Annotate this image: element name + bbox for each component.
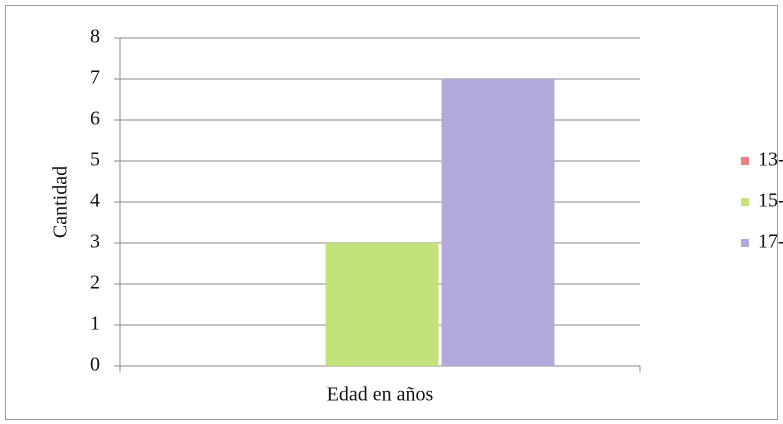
chart-border bbox=[5, 5, 778, 420]
y-tick-label: 3 bbox=[90, 231, 100, 253]
x-tick-label: Edad en años bbox=[327, 384, 434, 406]
bar bbox=[325, 243, 439, 366]
y-tick-label: 8 bbox=[90, 26, 100, 48]
y-tick-label: 4 bbox=[90, 190, 100, 212]
legend-label: 15-16 bbox=[758, 190, 783, 212]
y-tick-label: 2 bbox=[90, 272, 100, 294]
y-tick-label: 0 bbox=[90, 354, 100, 376]
bar bbox=[441, 79, 555, 366]
legend-label: 17-18 bbox=[758, 231, 783, 253]
legend-swatch bbox=[741, 198, 749, 206]
legend-swatch bbox=[741, 239, 749, 247]
y-tick-label: 7 bbox=[90, 67, 100, 89]
y-tick-label: 1 bbox=[90, 313, 100, 335]
y-axis-label: Cantidad bbox=[50, 166, 72, 238]
legend-label: 13-14 bbox=[758, 149, 783, 171]
legend-swatch bbox=[741, 157, 749, 165]
y-tick-label: 5 bbox=[90, 149, 100, 171]
y-tick-label: 6 bbox=[90, 108, 100, 130]
